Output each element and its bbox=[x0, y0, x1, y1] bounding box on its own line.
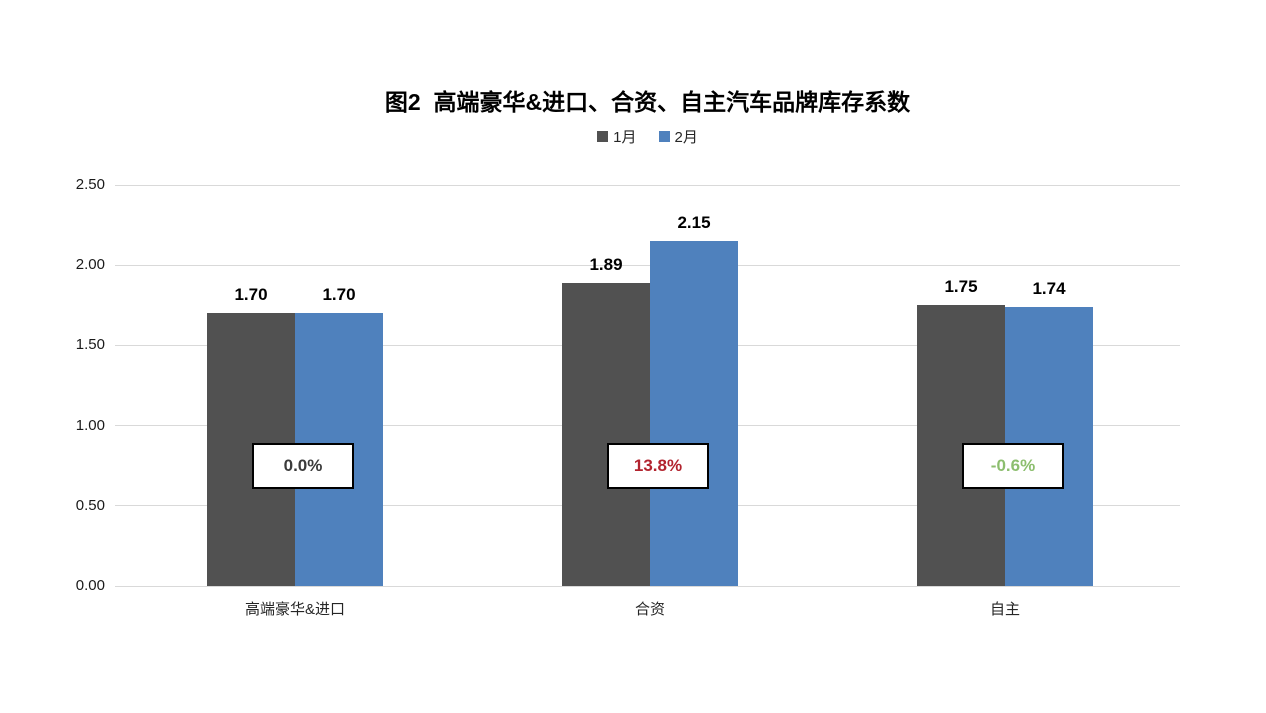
y-tick-label: 2.50 bbox=[75, 176, 105, 193]
change-label-box: -0.6% bbox=[962, 443, 1064, 489]
value-label: 1.89 bbox=[589, 254, 623, 274]
y-tick-label: 1.50 bbox=[75, 336, 105, 354]
gridline bbox=[115, 585, 1180, 587]
y-tick-label: 1.00 bbox=[75, 416, 105, 434]
bar-s1-c1 bbox=[650, 241, 738, 586]
y-tick-label: 2.00 bbox=[75, 256, 105, 274]
y-tick-label: 0.00 bbox=[75, 577, 105, 594]
change-label-box: 13.8% bbox=[607, 443, 709, 489]
bar-s0-c1 bbox=[562, 282, 650, 586]
value-label: 1.70 bbox=[234, 285, 268, 305]
change-label-box: 0.0% bbox=[252, 443, 354, 489]
legend-item-0: 1月 bbox=[597, 126, 637, 147]
gridline bbox=[115, 264, 1180, 266]
legend-marker-icon bbox=[597, 131, 609, 142]
value-label: 1.74 bbox=[1032, 278, 1066, 298]
chart-title: 图2 高端豪华&进口、合资、自主汽车品牌库存系数 bbox=[384, 89, 911, 115]
value-label: 1.70 bbox=[322, 285, 356, 305]
category-label: 高端豪华&进口 bbox=[244, 601, 345, 618]
y-tick-label: 0.50 bbox=[75, 496, 105, 514]
legend-item-1: 2月 bbox=[658, 126, 698, 147]
gridline bbox=[115, 184, 1180, 186]
legend-item-label: 2月 bbox=[674, 129, 698, 146]
legend: 1月 2月 bbox=[115, 126, 1180, 147]
value-label: 1.75 bbox=[944, 277, 978, 297]
value-label: 2.15 bbox=[677, 213, 711, 233]
category-label: 自主 bbox=[989, 601, 1020, 618]
category-label: 合资 bbox=[634, 601, 665, 618]
legend-item-label: 1月 bbox=[613, 129, 637, 146]
legend-marker-icon bbox=[658, 131, 670, 142]
